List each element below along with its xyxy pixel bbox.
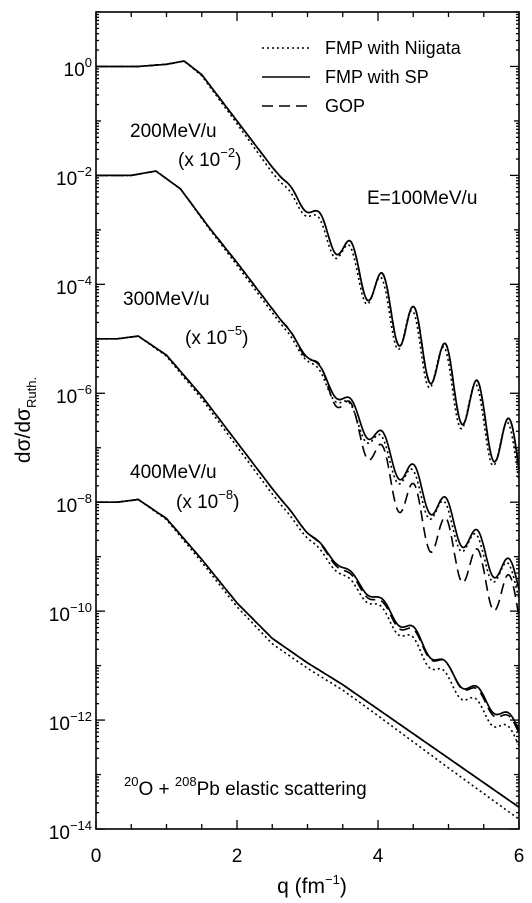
x-tick-label-2: 2 <box>232 846 243 867</box>
y-tick-label-m2: 10−2 <box>56 164 92 190</box>
curve-200MeV-u-sp <box>96 170 520 590</box>
y-tick-label-0: 100 <box>64 55 92 81</box>
annotation-e200: 200MeV/u <box>130 121 217 142</box>
curve-400MeV-u-sp <box>96 498 520 808</box>
curve-400MeV-u-niigata <box>96 498 520 820</box>
legend-label-niigata: FMP with Niigata <box>325 38 462 58</box>
annotation-scale400: (x 10−8) <box>176 487 239 513</box>
y-tick-label-m10: 10−10 <box>49 600 92 626</box>
legend-label-sp: FMP with SP <box>325 67 429 87</box>
x-tick-label-0: 0 <box>91 846 102 867</box>
annotation-scale300: (x 10−5) <box>185 323 248 349</box>
y-tick-label-m4: 10−4 <box>56 273 92 299</box>
legend: FMP with Niigata FMP with SP GOP <box>262 38 462 116</box>
curves <box>96 60 520 820</box>
annotation-scale200: (x 10−2) <box>178 145 241 171</box>
x-tick-label-6: 6 <box>514 846 525 867</box>
y-tick-label-m6: 10−6 <box>56 382 92 408</box>
x-tick-label-4: 4 <box>373 846 384 867</box>
curve-100MeV-u-sp <box>96 60 520 470</box>
y-tick-label-m8: 10−8 <box>56 491 92 517</box>
annotation-e100: E=100MeV/u <box>367 188 477 209</box>
axis-ticks <box>95 11 520 830</box>
curve-300MeV-u-sp <box>96 335 520 731</box>
y-tick-label-m12: 10−12 <box>49 709 92 735</box>
x-axis-label: q (fm−1) <box>277 872 347 898</box>
annotation-e300: 300MeV/u <box>123 289 210 310</box>
y-axis-label: dσ/dσRuth. <box>12 377 39 463</box>
annotation-e400: 400MeV/u <box>130 462 217 483</box>
legend-label-gop: GOP <box>325 96 365 116</box>
annotation-reaction: 20O + 208Pb elastic scattering <box>124 774 367 800</box>
y-tick-label-m14: 10−14 <box>49 818 92 844</box>
